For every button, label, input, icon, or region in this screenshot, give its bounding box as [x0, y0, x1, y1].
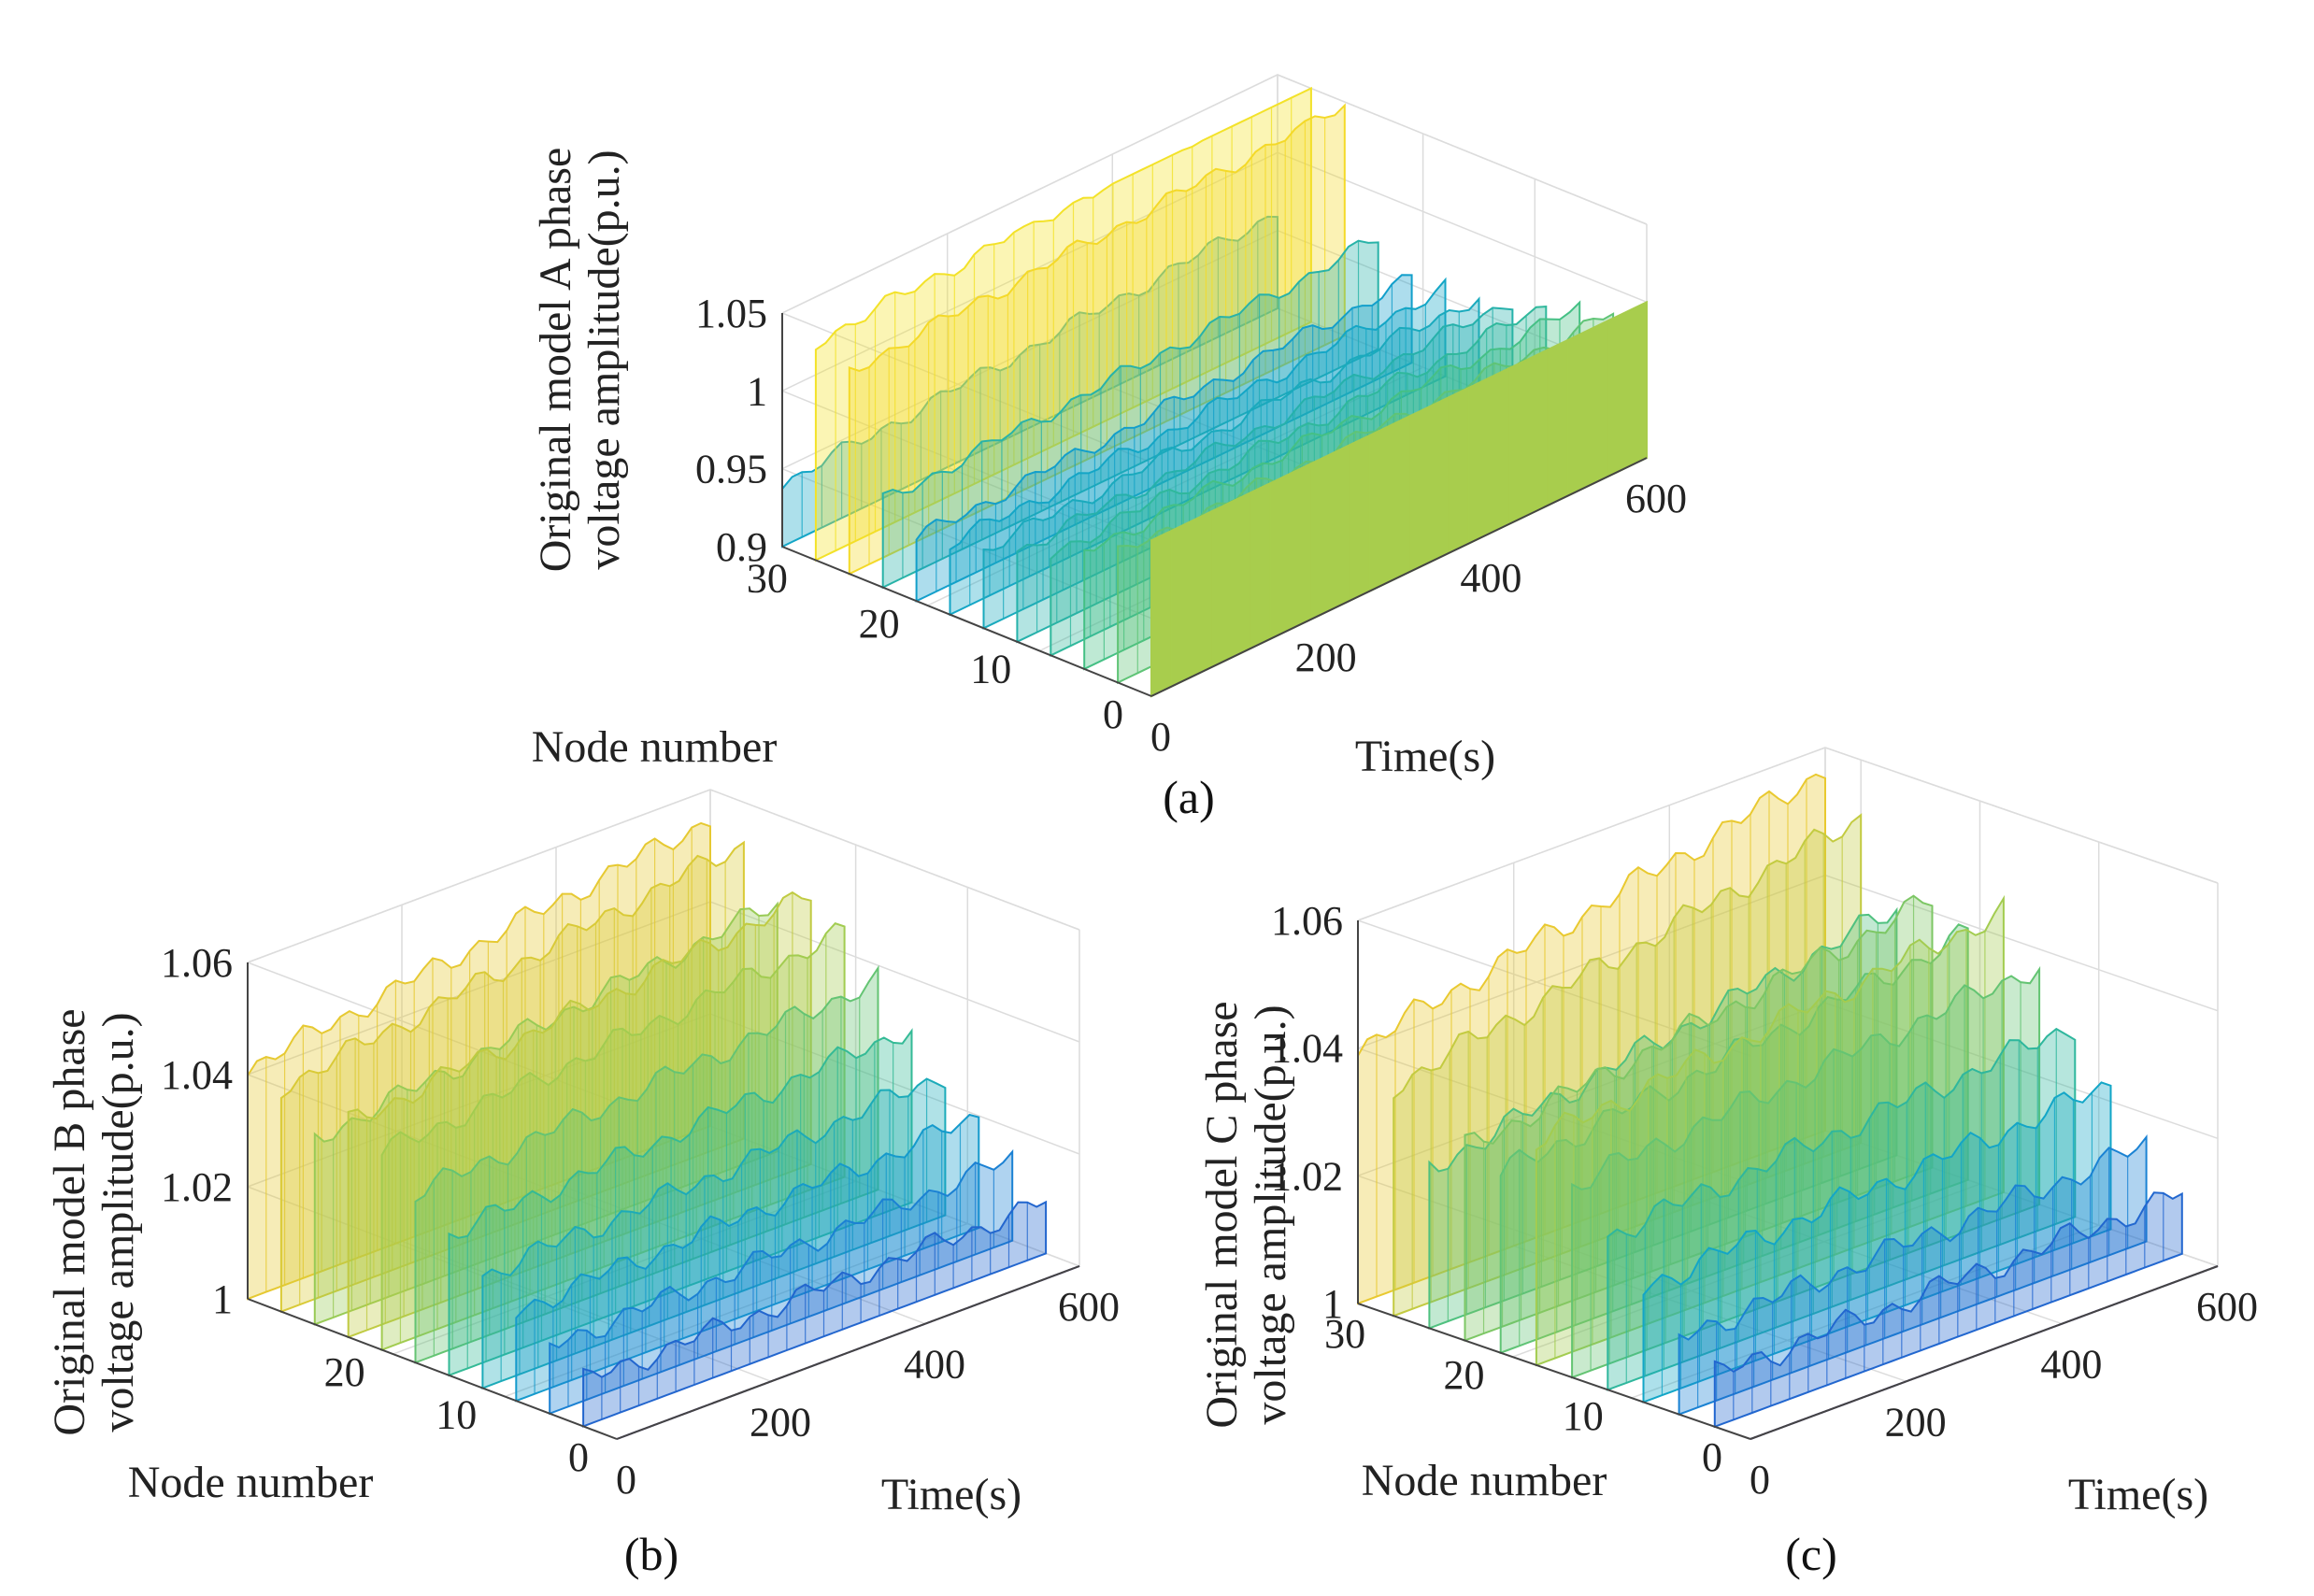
zlabel-line1-c: Original model C phase	[1197, 1001, 1247, 1428]
ytick-c-0: 0	[1702, 1434, 1722, 1480]
ztick-b-3: 1.06	[161, 940, 233, 986]
ztick-b-2: 1.04	[161, 1052, 233, 1098]
surface-c	[1357, 773, 2219, 1440]
axis-lines-c	[1357, 920, 2219, 1440]
ztick-a-0: 0.9	[716, 524, 767, 570]
ytick-a-3: 30	[747, 556, 788, 602]
ztick-a-2: 1	[747, 368, 767, 414]
ytick-b-1: 10	[436, 1392, 477, 1438]
zlabel-line1-a: Original model A phase	[531, 148, 580, 573]
axes-c: 0 200 400 600 0 10 20 301 1.02 1.04 1.06 Time(s) Nod…	[1197, 747, 2258, 1580]
ytick-a-2: 20	[859, 601, 900, 647]
xtick-a-1: 200	[1295, 634, 1357, 680]
zlabel-line1-b: Original model B phase	[45, 1008, 94, 1435]
ytick-b-0: 0	[568, 1434, 589, 1480]
chart-b-svg: 0 200 400 600 0 10 20 1 1.02 1.04 1.06 Time(s) Node …	[45, 789, 1120, 1580]
ylabel-a: Node number	[532, 722, 778, 772]
surface-ribbon-c-node-12	[1607, 1027, 2077, 1391]
ytick-c-1: 10	[1563, 1393, 1604, 1439]
xtick-c-2: 400	[2040, 1342, 2102, 1388]
surface-ribbon-c-node-15	[1571, 965, 2041, 1379]
chart-c-svg: 0 200 400 600 0 10 20 301 1.02 1.04 1.06 Time(s) Nod…	[1197, 747, 2258, 1580]
ztick-a-3: 1.05	[695, 291, 767, 336]
axis-lines-a	[781, 313, 1648, 697]
zlabel-b: Original model B phase voltage amplitude(…	[45, 1008, 143, 1435]
chart-panel-c: 0 200 400 600 0 10 20 30 1 1.02 1.04 1.06 Time(s) Nod…	[1157, 747, 2314, 1596]
xtick-b-0: 0	[616, 1457, 636, 1503]
xtick-c-3: 600	[2196, 1284, 2258, 1330]
caption-a: (a)	[1163, 771, 1215, 823]
surface-ribbon-c-node-30	[1393, 813, 1863, 1318]
caption-c: (c)	[1785, 1528, 1837, 1580]
xtick-b-1: 200	[750, 1399, 811, 1445]
zlabel-line2-a: voltage amplitude(p.u.)	[579, 150, 629, 569]
axis-lines-b	[247, 962, 1080, 1440]
ztick-c-1: 1.02	[1271, 1153, 1343, 1199]
xtick-b-3: 600	[1058, 1284, 1120, 1330]
surface-ribbon-b-node-3	[582, 1200, 1048, 1428]
ztick-c-3: 1.06	[1271, 898, 1343, 944]
ytick-c-3: 30	[1324, 1311, 1365, 1357]
ytick-a-1: 10	[970, 647, 1011, 692]
ytick-c-2: 20	[1443, 1352, 1484, 1398]
surface-a	[781, 86, 1648, 698]
surface-ribbon-b-node-12	[481, 1077, 947, 1389]
axes-a: 0 200 400 600 0 10 20 300.9 0.95 1 1.05 Time(s) Node…	[531, 74, 1687, 823]
ytick-a-0: 0	[1103, 691, 1123, 737]
zlabel-line2-c: voltage amplitude(p.u.)	[1246, 1005, 1295, 1424]
ztick-b-0: 1	[212, 1276, 233, 1322]
zlabel-c: Original model C phase voltage amplitude(…	[1197, 1001, 1295, 1428]
axes-b: 0 200 400 600 0 10 20 1 1.02 1.04 1.06 Time(s) Node …	[45, 789, 1120, 1580]
chart-panel-a: 0 200 400 600 0 10 20 30 0.9 0.95 1 1.05 Time(s) Node…	[531, 74, 1687, 823]
ztick-c-2: 1.04	[1271, 1026, 1343, 1072]
chart-panel-b: 0 200 400 600 0 10 20 1 1.02 1.04 1.06 Time(s) Node …	[0, 789, 1157, 1596]
ztick-b-1: 1.02	[161, 1164, 233, 1210]
xtick-c-0: 0	[1750, 1457, 1770, 1503]
xtick-a-3: 600	[1625, 476, 1687, 521]
ytick-b-2: 20	[324, 1349, 365, 1395]
ylabel-b: Node number	[128, 1458, 374, 1507]
ztick-a-1: 0.95	[695, 447, 767, 492]
xtick-a-2: 400	[1460, 555, 1521, 601]
ylabel-c: Node number	[1362, 1456, 1607, 1505]
xtick-c-1: 200	[1885, 1399, 1947, 1445]
ztick-c-0: 1	[1322, 1281, 1343, 1327]
chart-a-svg: 0 200 400 600 0 10 20 300.9 0.95 1 1.05 Time(s) Node…	[531, 74, 1687, 823]
caption-b: (b)	[624, 1528, 678, 1580]
surface-b	[247, 821, 1080, 1440]
surface-ribbon-b-node-27	[313, 901, 778, 1326]
xtick-a-0: 0	[1150, 714, 1171, 760]
xtick-b-2: 400	[904, 1342, 965, 1388]
zlabel-line2-b: voltage amplitude(p.u.)	[93, 1012, 143, 1432]
xlabel-a: Time(s)	[1355, 732, 1495, 781]
surface-ribbon-b-node-18	[414, 964, 879, 1364]
zlabel-a: Original model A phase voltage amplitude(…	[531, 148, 629, 573]
xlabel-b: Time(s)	[881, 1470, 1021, 1519]
xlabel-c: Time(s)	[2068, 1470, 2208, 1519]
